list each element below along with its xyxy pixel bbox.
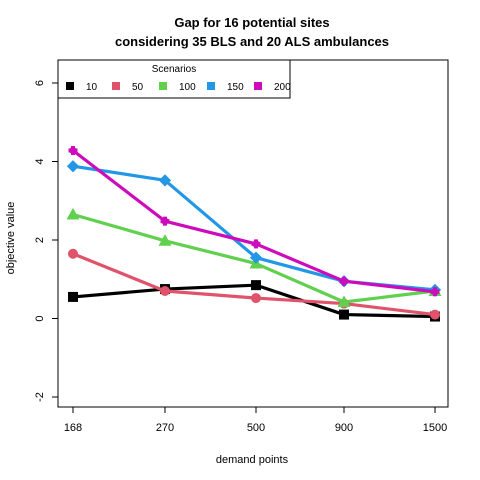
legend-swatch <box>112 82 120 90</box>
data-point <box>68 291 78 302</box>
legend-swatch <box>254 82 262 90</box>
y-tick-label: 6 <box>34 80 46 86</box>
data-point <box>251 239 261 249</box>
data-point <box>430 287 440 297</box>
data-point <box>160 286 170 297</box>
data-point <box>66 207 80 220</box>
data-point <box>251 280 261 291</box>
y-tick-label: 0 <box>34 315 46 321</box>
x-axis: 168 270 500 900 1500 <box>64 407 447 434</box>
x-axis-label: demand points <box>216 454 289 466</box>
x-tick-label: 270 <box>156 422 174 434</box>
legend-swatch <box>66 82 74 90</box>
data-point <box>337 295 351 308</box>
plot-frame <box>57 59 449 408</box>
chart-title-line2: considering 35 BLS and 20 ALS ambulances <box>115 34 389 49</box>
x-tick-label: 168 <box>64 422 82 434</box>
y-tick-label: 4 <box>34 158 46 164</box>
series-line <box>72 149 436 294</box>
legend-swatch <box>207 82 215 90</box>
data-point <box>68 248 78 259</box>
chart-title-line1: Gap for 16 potential sites <box>174 15 329 30</box>
data-point <box>160 216 170 226</box>
y-axis: -2 0 2 4 6 <box>34 80 58 402</box>
y-tick-label: -2 <box>34 392 46 402</box>
data-point <box>158 174 172 187</box>
data-point <box>158 234 172 246</box>
data-point <box>66 160 80 173</box>
data-point <box>251 293 261 304</box>
legend-label: 10 <box>86 82 98 93</box>
legend-box <box>57 59 291 99</box>
x-tick-label: 900 <box>335 422 353 434</box>
legend-label: 50 <box>132 82 144 93</box>
legend-swatch <box>159 82 167 90</box>
y-tick-label: 2 <box>34 237 46 243</box>
legend: Scenarios 10 50 100 150 200 <box>57 59 291 99</box>
data-point <box>430 309 440 320</box>
y-axis-label: objective value <box>5 202 17 275</box>
data-point <box>339 309 349 320</box>
legend-label: 200 <box>274 82 291 93</box>
series-line <box>72 164 436 292</box>
x-tick-label: 1500 <box>423 422 447 434</box>
legend-label: 150 <box>227 82 244 93</box>
legend-label: 100 <box>179 82 196 93</box>
series-layer <box>66 146 442 322</box>
data-point <box>68 146 78 156</box>
data-point <box>339 276 349 286</box>
legend-title: Scenarios <box>152 64 196 75</box>
x-tick-label: 500 <box>247 422 265 434</box>
series-200 <box>68 146 440 297</box>
data-point <box>249 251 263 264</box>
